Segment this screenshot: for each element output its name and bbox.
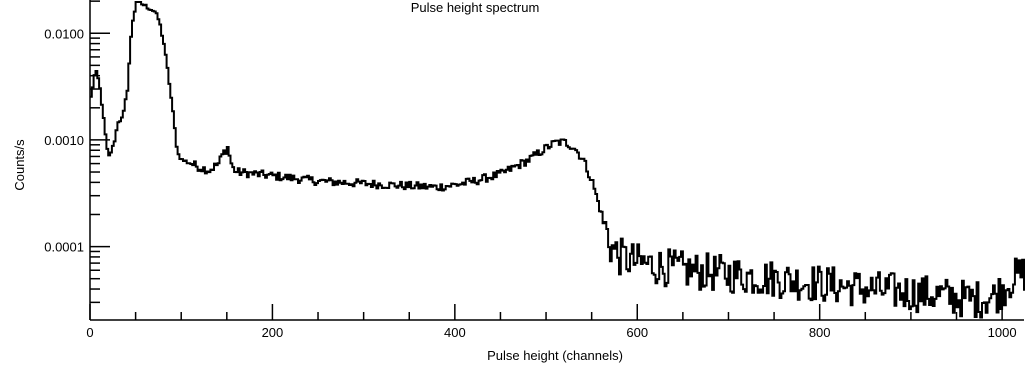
x-tick-label: 200 xyxy=(262,325,284,340)
x-tick-label: 600 xyxy=(626,325,648,340)
y-tick-label: 0.0010 xyxy=(44,133,84,148)
chart-title: Pulse height spectrum xyxy=(411,0,540,15)
x-tick-label: 1000 xyxy=(988,325,1017,340)
x-tick-label: 0 xyxy=(86,325,93,340)
x-tick-label: 800 xyxy=(809,325,831,340)
plot-area: 0 200 400 600 800 1000 0.0001 0.0010 0.0100 xyxy=(44,0,1025,340)
spectrum-line xyxy=(90,1,1025,319)
y-axis-label: Counts/s xyxy=(12,139,27,191)
x-tick-label: 400 xyxy=(444,325,466,340)
y-tick-label: 0.0100 xyxy=(44,26,84,41)
y-tick-label: 0.0001 xyxy=(44,240,84,255)
x-axis-label: Pulse height (channels) xyxy=(487,348,623,363)
